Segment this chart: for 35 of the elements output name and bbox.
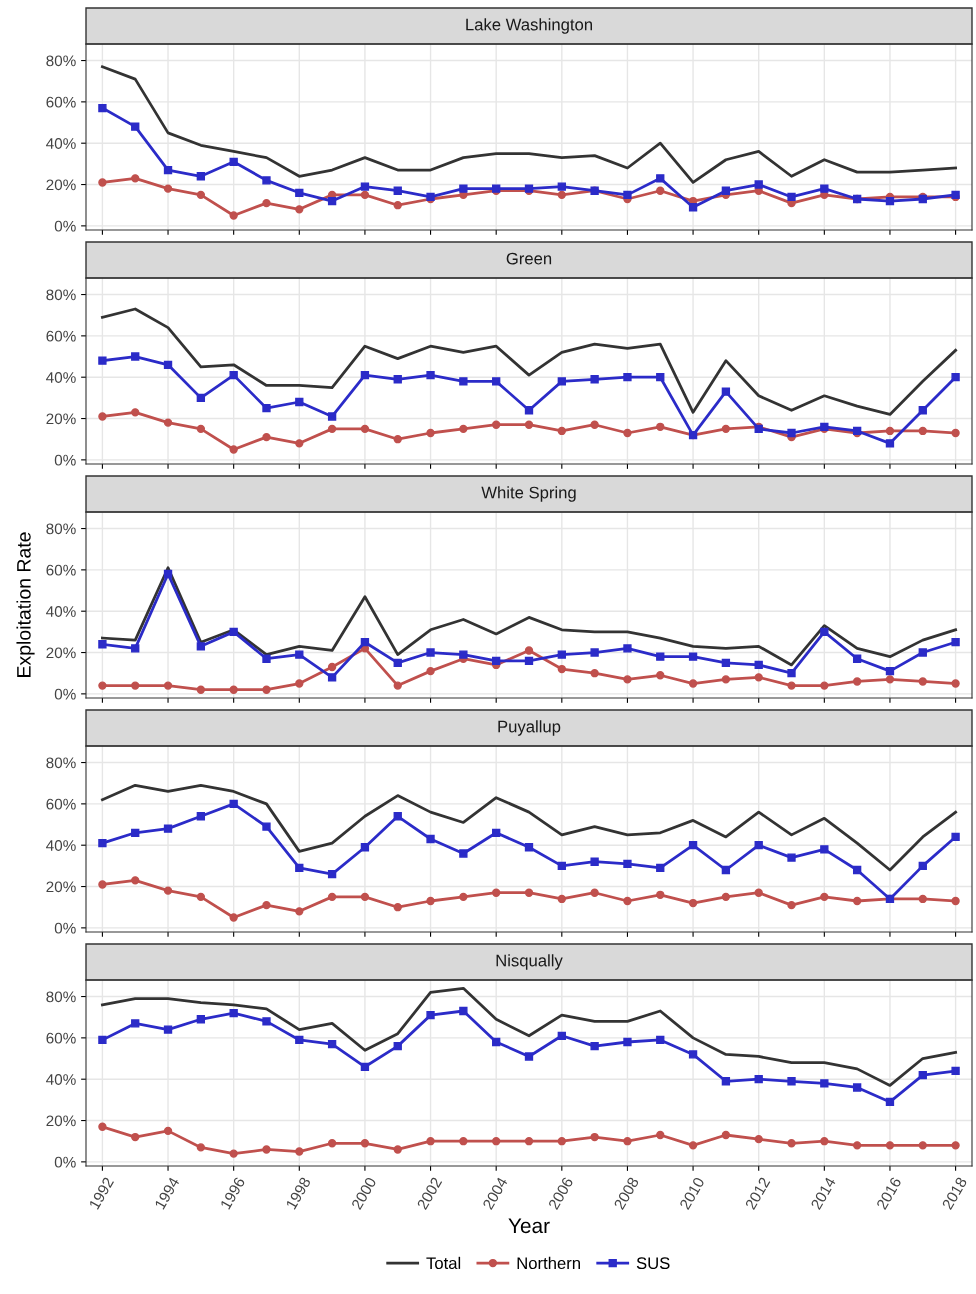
y-tick-label: 0% <box>54 1156 76 1168</box>
y-tick-label: 0% <box>54 220 76 232</box>
y-tick-label: 80% <box>46 757 76 769</box>
y-tick-label: 40% <box>46 840 76 851</box>
y-tick-label: 60% <box>46 564 76 576</box>
y-tick-label: 60% <box>46 330 76 342</box>
y-tick-label: 60% <box>46 1032 76 1044</box>
y-tick-label: 80% <box>46 523 76 535</box>
chart-title: Green <box>506 252 552 265</box>
y-tick-label: 40% <box>46 1074 76 1085</box>
y-tick-label: 20% <box>46 413 76 425</box>
y-tick-label: 80% <box>46 991 76 1003</box>
chart-title: Nisqually <box>496 954 563 970</box>
y-tick-label: 0% <box>54 454 76 466</box>
y-tick-label: 40% <box>46 606 76 617</box>
y-tick-label: 60% <box>46 798 76 810</box>
chart-title: White Spring <box>481 486 576 502</box>
y-tick-label: 20% <box>46 1115 76 1127</box>
y-tick-label: 0% <box>54 688 76 700</box>
legend-label: SUS <box>636 1257 670 1270</box>
y-tick-label: 60% <box>46 96 76 108</box>
y-axis-title: Exploitation Rate <box>16 532 35 677</box>
y-tick-label: 40% <box>46 372 76 383</box>
chart-title: Puyallup <box>498 720 561 736</box>
y-tick-label: 40% <box>46 138 76 149</box>
chart-title: Lake Washington <box>466 18 592 34</box>
y-tick-label: 20% <box>46 647 76 659</box>
y-tick-label: 20% <box>46 179 76 191</box>
x-axis-title: Year <box>508 1218 550 1234</box>
y-tick-label: 80% <box>46 55 76 67</box>
y-tick-label: 0% <box>54 922 76 934</box>
y-tick-label: 20% <box>46 881 76 893</box>
y-tick-label: 80% <box>46 289 76 301</box>
legend-label: Total <box>426 1256 461 1270</box>
legend-label: Northern <box>517 1256 580 1270</box>
